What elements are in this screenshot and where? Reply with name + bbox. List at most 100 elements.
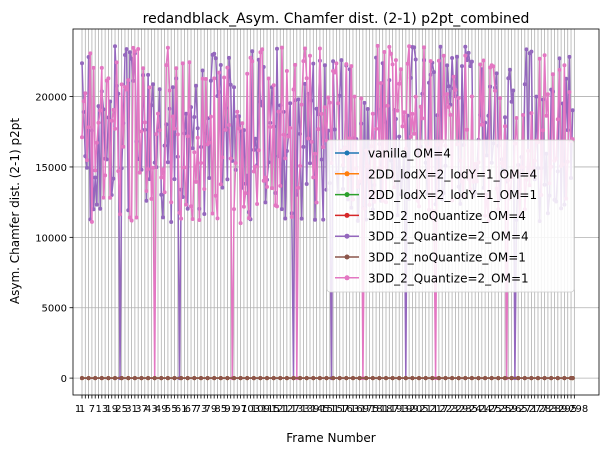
- series-3DD_2_noQuantize_OM=1: [80, 376, 575, 381]
- series-point: [132, 49, 137, 54]
- series-point: [99, 376, 104, 381]
- series-point: [251, 169, 256, 174]
- series-point: [393, 58, 398, 63]
- x-tick-label: 145: [310, 404, 329, 415]
- series-point: [293, 62, 298, 67]
- series-point: [284, 376, 289, 381]
- series-point: [270, 186, 274, 191]
- x-tick-label-first: 1: [75, 404, 81, 415]
- series-point: [319, 111, 324, 116]
- series-point: [184, 202, 189, 207]
- series-point: [306, 136, 311, 141]
- series-point: [238, 376, 243, 381]
- series-point: [268, 125, 273, 129]
- legend-label: 2DD_lodX=2_lodY=1_OM=4: [368, 167, 537, 181]
- series-point: [544, 113, 549, 118]
- series-point: [147, 85, 152, 90]
- series-point: [83, 91, 88, 96]
- x-tick-label: 289: [548, 404, 567, 415]
- series-point: [509, 376, 514, 381]
- series-point: [494, 71, 499, 76]
- series-point: [529, 111, 534, 116]
- series-point: [275, 46, 279, 51]
- chart-title: redandblack_Asym. Chamfer dist. (2-1) p2…: [143, 11, 530, 27]
- series-point: [359, 96, 364, 101]
- series-point: [94, 202, 99, 207]
- series-point: [448, 112, 453, 117]
- legend: vanilla_OM=4 2DD_lodX=2_lodY=1_OM=4 2DD_lo…: [326, 139, 575, 293]
- series-point: [132, 376, 137, 381]
- series-point: [126, 376, 131, 381]
- series-point: [377, 376, 382, 381]
- series-point: [491, 64, 496, 69]
- series-point: [172, 177, 177, 182]
- series-point: [190, 146, 195, 151]
- series-point: [276, 109, 281, 114]
- y-tick-label: 20000: [35, 93, 67, 104]
- series-point: [152, 376, 157, 381]
- series-point: [218, 376, 223, 381]
- series-point: [309, 139, 314, 144]
- series-point: [489, 376, 494, 381]
- series-point: [334, 61, 339, 66]
- series-point: [344, 376, 349, 381]
- series-point: [111, 107, 116, 112]
- series-point: [248, 55, 253, 60]
- series-point: [413, 57, 418, 62]
- series-point: [283, 216, 288, 221]
- series-point: [496, 376, 501, 381]
- series-point: [507, 67, 512, 72]
- series-point: [131, 45, 136, 50]
- x-tick-label: 61: [175, 404, 188, 415]
- series-point: [162, 190, 167, 195]
- x-tick-label: 181: [370, 404, 389, 415]
- series-point: [108, 195, 113, 200]
- series-point: [218, 63, 223, 67]
- series-point: [301, 144, 306, 149]
- series-point: [463, 44, 468, 49]
- series-point: [384, 376, 388, 381]
- series-point: [227, 123, 231, 127]
- y-axis: 0 5000 10000 15000 20000: [35, 93, 73, 385]
- series-point: [412, 131, 417, 136]
- series-point: [164, 63, 169, 68]
- series-point: [170, 114, 175, 119]
- series-point: [218, 182, 223, 187]
- series-point: [167, 88, 172, 93]
- series-point: [304, 182, 309, 186]
- series-point: [207, 176, 212, 180]
- legend-item: vanilla_OM=4: [335, 147, 451, 161]
- series-point: [96, 120, 101, 125]
- series-point: [212, 76, 217, 81]
- series-point: [124, 87, 129, 92]
- series-point: [503, 115, 507, 120]
- legend-box: [326, 139, 575, 293]
- series-point: [304, 376, 309, 381]
- series-point: [288, 101, 293, 106]
- series-point: [288, 126, 293, 130]
- x-tick-label: 283: [538, 404, 557, 415]
- series-point: [263, 175, 268, 180]
- series-point: [199, 376, 203, 381]
- x-tick-label: 193: [390, 404, 409, 415]
- x-tick-label: 223: [439, 404, 458, 415]
- series-point: [436, 58, 441, 63]
- series-point: [213, 193, 218, 198]
- series-point: [405, 61, 410, 66]
- series-point: [481, 58, 486, 63]
- x-tick-label: 139: [300, 404, 319, 415]
- series-point: [192, 115, 197, 119]
- series-point: [266, 76, 271, 81]
- x-tick-label: 37: [135, 404, 148, 415]
- series-point: [468, 64, 473, 69]
- series-point: [522, 376, 527, 381]
- series-point: [208, 114, 213, 119]
- series-point: [374, 126, 379, 131]
- series-point: [349, 64, 354, 69]
- y-tick-label: 5000: [42, 304, 67, 315]
- series-point: [195, 135, 200, 140]
- series-point: [194, 179, 198, 184]
- series-point: [506, 76, 511, 81]
- series-point: [536, 376, 540, 381]
- series-point: [212, 376, 217, 381]
